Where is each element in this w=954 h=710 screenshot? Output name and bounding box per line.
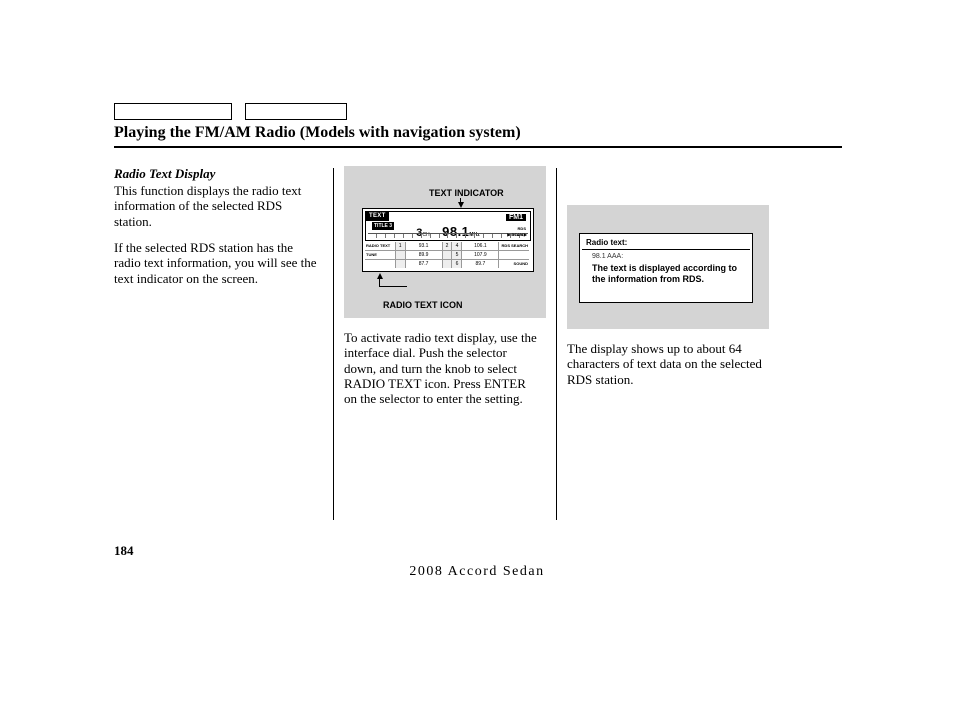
column-right: Radio text: 98.1 AAA: The text is displa… [557, 166, 782, 520]
rds-text-panel: Radio text: 98.1 AAA: The text is displa… [567, 205, 769, 329]
preset-cell: 1 [396, 242, 406, 250]
paragraph: If the selected RDS station has the radi… [114, 240, 318, 286]
preset-row: 87.7 6 89.7 SOUND [365, 260, 529, 268]
preset-cell: 87.7 [406, 260, 443, 268]
text-indicator-label: TEXT INDICATOR [429, 188, 504, 198]
title-rule [114, 146, 842, 148]
preset-cell: 93.1 [406, 242, 443, 250]
preset-cell [396, 260, 406, 268]
radio-screen: TEXT FM1 RDS AUTO ST TITLE 3 3CH 98.1MHz [365, 211, 531, 241]
preset-label [365, 260, 396, 268]
tab-placeholder-1 [114, 103, 232, 120]
content-columns: Radio Text Display This function display… [114, 166, 782, 520]
preset-cell [396, 251, 406, 259]
fm1-badge: FM1 [506, 214, 526, 221]
header-tabs [114, 103, 347, 120]
page-title: Playing the FM/AM Radio (Models with nav… [114, 124, 521, 142]
paragraph: This function displays the radio text in… [114, 183, 318, 229]
preset-row: RADIO TEXT 1 93.1 2 4 106.1 RDS SEARCH [365, 242, 529, 251]
preset-label: TUNE [365, 251, 396, 259]
tab-placeholder-2 [245, 103, 347, 120]
preset-end: SOUND [499, 260, 529, 268]
paragraph: To activate radio text display, use the … [344, 330, 541, 407]
preset-cell: 5 [452, 251, 462, 259]
preset-cell: 2 [443, 242, 453, 250]
preset-cell [443, 251, 453, 259]
column-middle: TEXT INDICATOR TEXT FM1 RDS AUTO ST TITL… [334, 166, 556, 520]
radio-text-icon-label: RADIO TEXT ICON [383, 300, 463, 310]
preset-cell: 89.7 [462, 260, 499, 268]
rds-header: Radio text: [580, 234, 752, 249]
tuning-scale [368, 233, 528, 239]
text-indicator-badge: TEXT [366, 212, 389, 221]
radio-diagram-panel: TEXT INDICATOR TEXT FM1 RDS AUTO ST TITL… [344, 166, 546, 318]
subheading: Radio Text Display [114, 166, 318, 182]
preset-label: RADIO TEXT [365, 242, 396, 250]
radio-unit-drawing: TEXT FM1 RDS AUTO ST TITLE 3 3CH 98.1MHz [362, 208, 534, 272]
preset-cell: 107.9 [462, 251, 499, 259]
preset-cell: 6 [452, 260, 462, 268]
rds-station-line: 98.1 AAA: [580, 250, 752, 261]
preset-cell: 4 [452, 242, 462, 250]
preset-grid: RADIO TEXT 1 93.1 2 4 106.1 RDS SEARCH T… [365, 242, 529, 268]
preset-row: TUNE 89.9 5 107.9 [365, 251, 529, 260]
scan-label: ▶ SCAN ▶ [507, 232, 527, 237]
preset-cell [443, 260, 453, 268]
callout-line [379, 278, 380, 286]
footer-model: 2008 Accord Sedan [0, 564, 954, 580]
arrow-up-icon [377, 273, 383, 279]
page-number: 184 [114, 543, 134, 559]
preset-cell: 89.9 [406, 251, 443, 259]
preset-end: RDS SEARCH [499, 242, 529, 250]
rds-screen: Radio text: 98.1 AAA: The text is displa… [579, 233, 753, 303]
column-left: Radio Text Display This function display… [114, 166, 333, 520]
manual-page: Playing the FM/AM Radio (Models with nav… [0, 0, 954, 710]
rds-body-text: The text is displayed according to the i… [580, 261, 752, 287]
preset-end [499, 251, 529, 259]
preset-cell: 106.1 [462, 242, 499, 250]
paragraph: The display shows up to about 64 charact… [567, 341, 767, 387]
callout-line [379, 286, 407, 287]
